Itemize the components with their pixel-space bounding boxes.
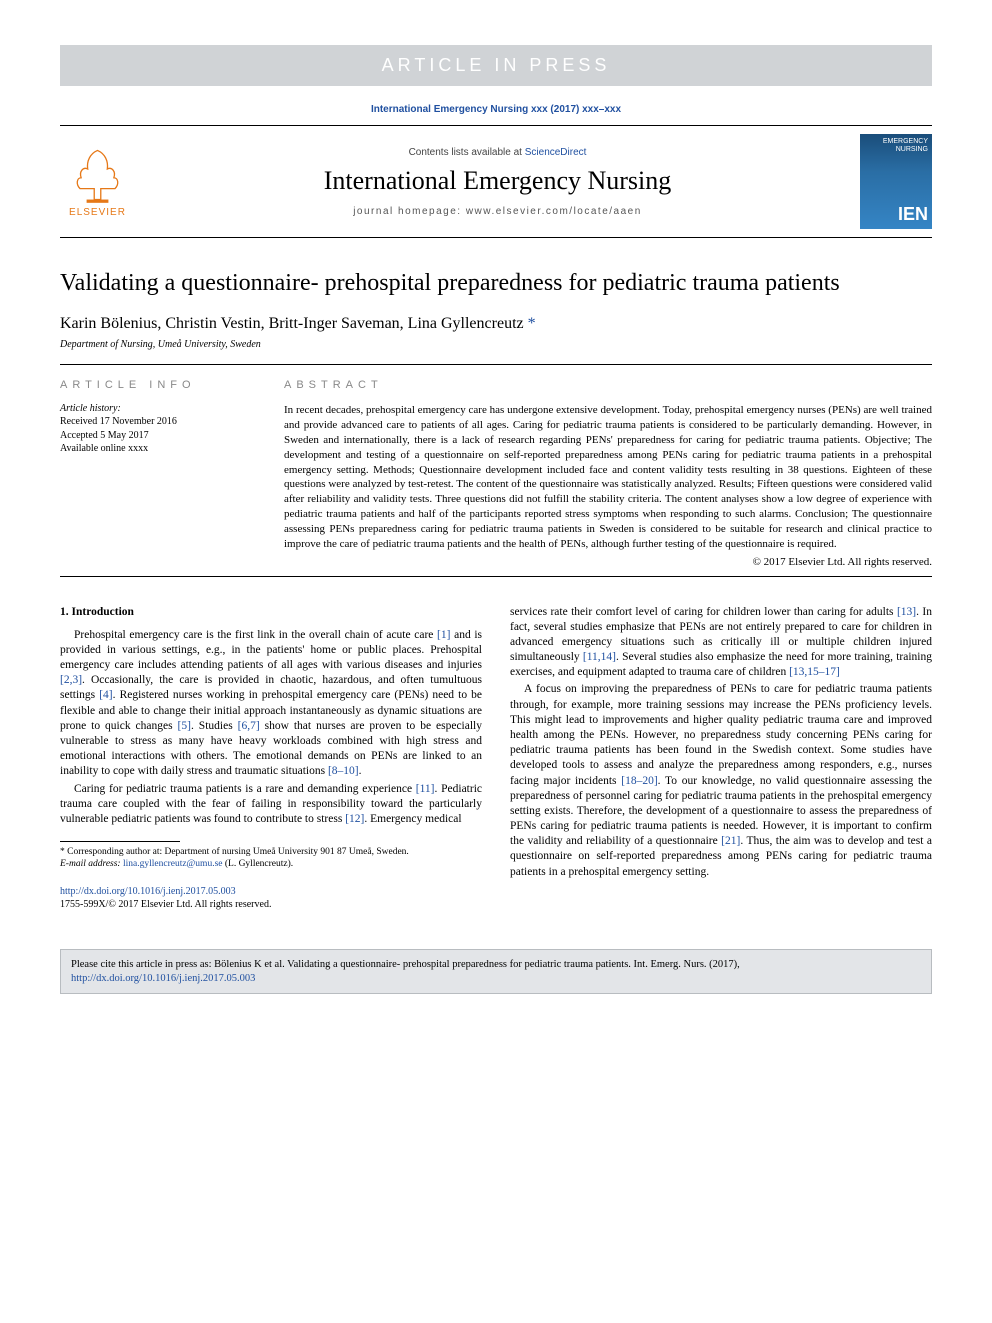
journal-name: International Emergency Nursing [135, 166, 860, 196]
corresponding-footnote: * Corresponding author at: Department of… [60, 846, 482, 858]
homepage-line: journal homepage: www.elsevier.com/locat… [135, 206, 860, 217]
ref-5[interactable]: [5] [178, 720, 191, 732]
homepage-url[interactable]: www.elsevier.com/locate/aaen [466, 206, 642, 217]
footnote-separator [60, 841, 180, 842]
journal-header: ELSEVIER Contents lists available at Sci… [60, 125, 932, 238]
homepage-prefix: journal homepage: [353, 206, 466, 217]
journal-cover-thumbnail: EMERGENCY NURSING IEN [860, 134, 932, 229]
ref-12[interactable]: [12] [345, 813, 364, 825]
ref-2-3[interactable]: [2,3] [60, 674, 82, 686]
intro-para-4: A focus on improving the preparedness of… [510, 682, 932, 879]
cover-title: EMERGENCY NURSING [864, 138, 928, 153]
citation-line: International Emergency Nursing xxx (201… [60, 104, 932, 115]
right-column: services rate their comfort level of car… [510, 605, 932, 911]
cover-logo: IEN [864, 204, 928, 225]
citebox-text: Please cite this article in press as: Bö… [71, 959, 740, 970]
ref-11-14[interactable]: [11,14] [583, 651, 616, 663]
section-1-title: 1. Introduction [60, 605, 482, 620]
left-column: 1. Introduction Prehospital emergency ca… [60, 605, 482, 911]
intro-para-2: Caring for pediatric trauma patients is … [60, 782, 482, 828]
elsevier-text: ELSEVIER [69, 207, 126, 218]
email-who: (L. Gyllencreutz). [222, 859, 293, 869]
article-info-column: article info Article history: Received 1… [60, 379, 260, 567]
doi-line: http://dx.doi.org/10.1016/j.ienj.2017.05… [60, 885, 482, 898]
doi-link[interactable]: http://dx.doi.org/10.1016/j.ienj.2017.05… [60, 886, 236, 897]
issn-line: 1755-599X/© 2017 Elsevier Ltd. All right… [60, 898, 482, 911]
ref-8-10[interactable]: [8–10] [328, 765, 359, 777]
contents-lists-line: Contents lists available at ScienceDirec… [135, 147, 860, 158]
abstract-column: abstract In recent decades, prehospital … [260, 379, 932, 567]
abstract-head: abstract [284, 379, 932, 391]
article-title: Validating a questionnaire- prehospital … [60, 268, 932, 299]
ref-13[interactable]: [13] [897, 606, 916, 618]
citebox-doi-link[interactable]: http://dx.doi.org/10.1016/j.ienj.2017.05… [71, 973, 255, 984]
info-abstract-row: article info Article history: Received 1… [60, 364, 932, 576]
sciencedirect-link[interactable]: ScienceDirect [525, 147, 587, 158]
body-columns: 1. Introduction Prehospital emergency ca… [60, 605, 932, 911]
ref-4[interactable]: [4] [99, 689, 112, 701]
intro-para-3: services rate their comfort level of car… [510, 605, 932, 681]
affiliation: Department of Nursing, Umeå University, … [60, 339, 932, 350]
elsevier-tree-icon [70, 145, 125, 205]
ref-6-7[interactable]: [6,7] [238, 720, 260, 732]
authors-line: Karin Bölenius, Christin Vestin, Britt-I… [60, 315, 932, 333]
ref-1[interactable]: [1] [437, 629, 450, 641]
ref-21[interactable]: [21] [721, 835, 740, 847]
article-history-label: Article history: [60, 403, 242, 414]
email-label: E-mail address: [60, 859, 123, 869]
corresponding-marker: * [528, 315, 536, 332]
accepted-date: Accepted 5 May 2017 [60, 429, 242, 443]
ref-13-15-17[interactable]: [13,15–17] [789, 666, 840, 678]
received-date: Received 17 November 2016 [60, 415, 242, 429]
ref-11[interactable]: [11] [416, 783, 435, 795]
abstract-copyright: © 2017 Elsevier Ltd. All rights reserved… [284, 556, 932, 568]
article-info-head: article info [60, 379, 242, 391]
email-link[interactable]: lina.gyllencreutz@umu.se [123, 859, 223, 869]
contents-prefix: Contents lists available at [409, 147, 525, 158]
abstract-text: In recent decades, prehospital emergency… [284, 403, 932, 551]
article-in-press-banner: ARTICLE IN PRESS [60, 45, 932, 86]
authors-text: Karin Bölenius, Christin Vestin, Britt-I… [60, 315, 524, 332]
elsevier-logo: ELSEVIER [60, 139, 135, 224]
ref-18-20[interactable]: [18–20] [621, 775, 657, 787]
available-online: Available online xxxx [60, 442, 242, 456]
email-footnote: E-mail address: lina.gyllencreutz@umu.se… [60, 858, 482, 870]
citation-box: Please cite this article in press as: Bö… [60, 949, 932, 994]
intro-para-1: Prehospital emergency care is the first … [60, 628, 482, 780]
